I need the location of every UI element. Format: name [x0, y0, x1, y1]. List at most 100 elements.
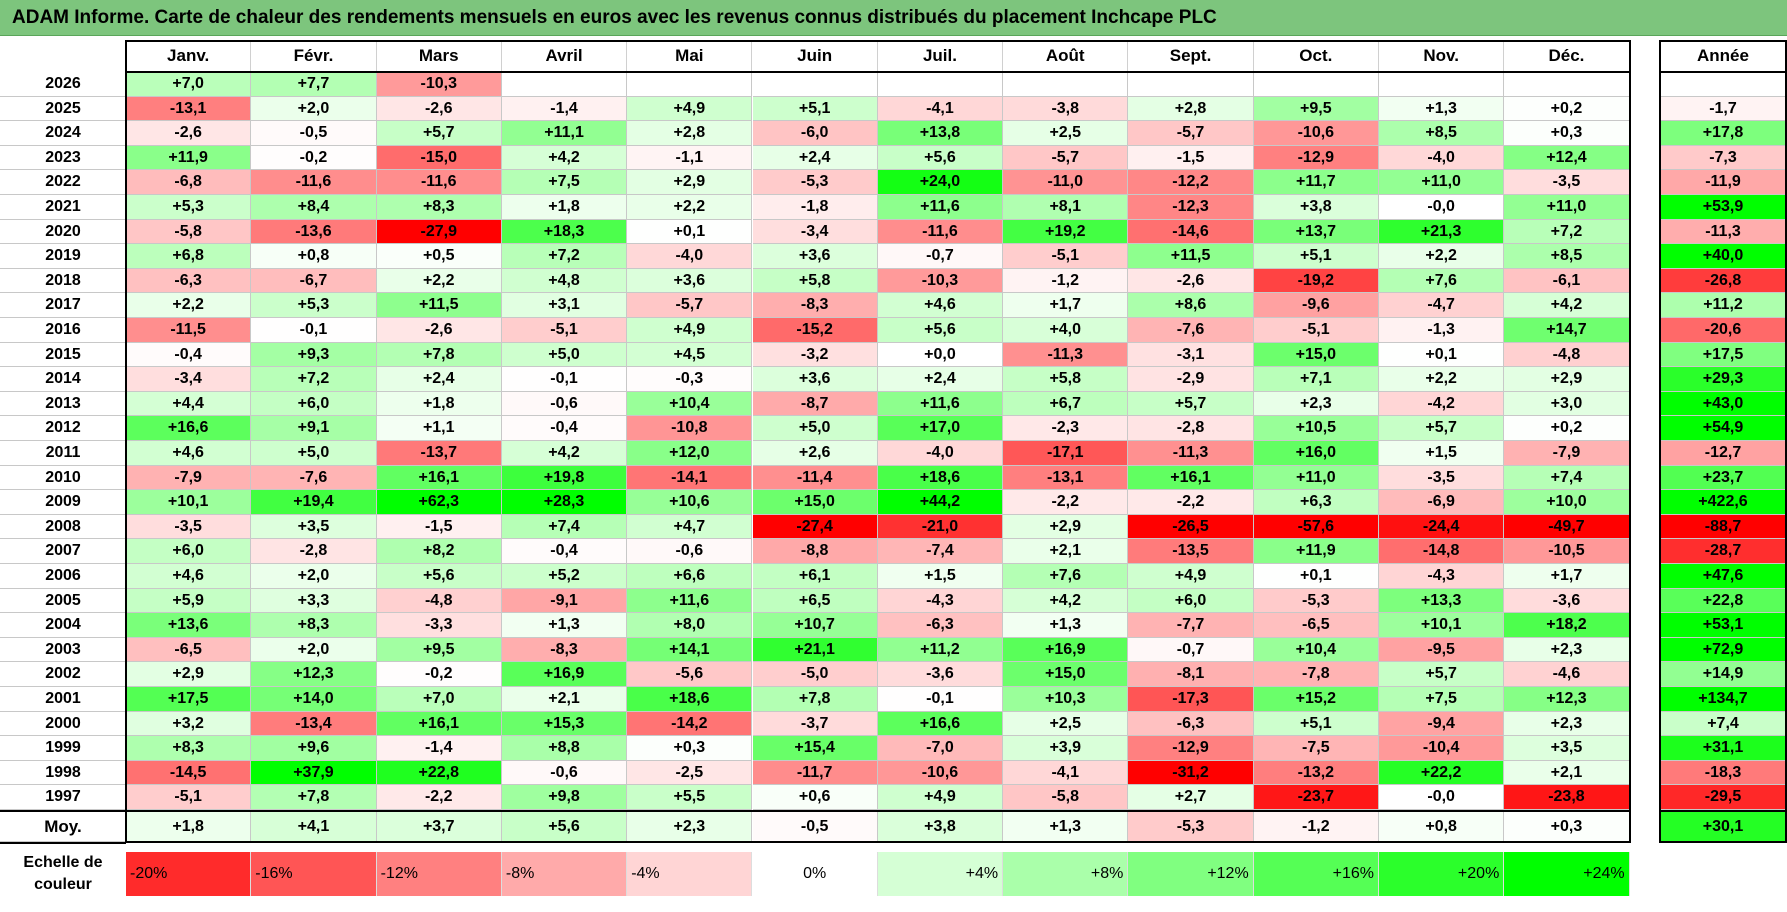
heatmap-cell: +5,2	[501, 564, 628, 589]
heatmap-cell: +8,3	[126, 736, 252, 761]
heatmap-cell: -3,3	[376, 613, 502, 638]
heatmap-cell: +2,3	[1504, 711, 1630, 737]
heatmap-cell: +11,6	[877, 195, 1004, 220]
heatmap-cell: +16,1	[1128, 465, 1254, 491]
heatmap-cell: +2,2	[126, 293, 252, 318]
heatmap-cell: -15,2	[752, 318, 878, 343]
heatmap-cell: +4,0	[1003, 318, 1129, 343]
heatmap-cell: +11,9	[126, 145, 252, 171]
heatmap-cell: -0,7	[877, 244, 1004, 269]
heatmap-cell: -9,6	[1253, 293, 1379, 318]
heatmap-cell: -11,3	[1003, 342, 1129, 368]
heatmap-cell: +13,6	[126, 613, 252, 638]
heatmap-cell: +5,1	[752, 96, 878, 122]
heatmap-cell: +2,4	[752, 145, 878, 171]
heatmap-cell: -5,1	[501, 318, 628, 343]
year-total-cell: +23,7	[1660, 465, 1787, 491]
heatmap-cell	[1379, 72, 1505, 97]
heatmap-cell: +6,6	[627, 564, 753, 589]
heatmap-cell: +5,8	[752, 268, 878, 294]
month-header-11: Nov.	[1379, 40, 1505, 72]
heatmap-cell: +5,9	[126, 588, 252, 614]
color-scale-swatch: -20%	[126, 852, 252, 896]
heatmap-cell: +2,0	[251, 96, 377, 122]
heatmap-cell: +5,8	[1003, 367, 1129, 392]
heatmap-cell: -13,4	[251, 711, 377, 737]
heatmap-cell: -3,5	[1379, 465, 1505, 491]
heatmap-cell: +21,1	[752, 637, 878, 663]
heatmap-cell: -0,1	[501, 367, 628, 392]
year-total-cell: -1,7	[1660, 96, 1787, 122]
heatmap-cell: -7,0	[877, 736, 1004, 761]
year-total-cell: +43,0	[1660, 391, 1787, 417]
color-scale-swatch: +20%	[1379, 852, 1505, 896]
heatmap-cell: +4,9	[627, 318, 753, 343]
heatmap-cell: -4,3	[1379, 564, 1505, 589]
report-title: ADAM Informe. Carte de chaleur des rende…	[0, 0, 1787, 36]
heatmap-cell: +4,9	[1128, 564, 1254, 589]
row-year-label: 1998	[0, 760, 126, 786]
heatmap-cell: +16,0	[1253, 441, 1379, 466]
year-total-cell: -26,8	[1660, 268, 1787, 294]
heatmap-cell: -3,4	[126, 367, 252, 392]
year-total-cell: +72,9	[1660, 637, 1787, 663]
heatmap-cell: +16,6	[877, 711, 1004, 737]
year-total-cell: +31,1	[1660, 736, 1787, 761]
heatmap-cell: -0,2	[376, 662, 502, 687]
heatmap-cell: +7,4	[501, 514, 628, 540]
heatmap-cell: -5,7	[627, 293, 753, 318]
heatmap-cell: -21,0	[877, 514, 1004, 540]
heatmap-cell: +11,5	[1128, 244, 1254, 269]
heatmap-cell: -5,3	[752, 170, 878, 195]
year-total-cell: -29,5	[1660, 785, 1787, 810]
average-cell: -1,2	[1253, 812, 1379, 842]
heatmap-cell: +9,8	[501, 785, 628, 810]
month-header-2: Févr.	[251, 40, 377, 72]
heatmap-cell: +2,1	[501, 687, 628, 712]
heatmap-cell: -11,4	[752, 465, 878, 491]
heatmap-cell: -9,1	[501, 588, 628, 614]
row-year-label: 2003	[0, 637, 126, 663]
heatmap-cell: +0,1	[1379, 342, 1505, 368]
heatmap-cell: +3,1	[501, 293, 628, 318]
heatmap-cell: -2,2	[1003, 490, 1129, 515]
heatmap-cell: +5,7	[1128, 391, 1254, 417]
heatmap-cell: +3,5	[1504, 736, 1630, 761]
heatmap-cell: -0,6	[501, 760, 628, 786]
heatmap-cell: +22,8	[376, 760, 502, 786]
month-header-9: Sept.	[1128, 40, 1254, 72]
heatmap-cell: +11,0	[1253, 465, 1379, 491]
row-year-label: 2025	[0, 96, 126, 122]
heatmap-cell: -4,0	[877, 441, 1004, 466]
year-total-header: Année	[1660, 40, 1787, 72]
heatmap-cell: -7,6	[1128, 318, 1254, 343]
heatmap-cell: +7,1	[1253, 367, 1379, 392]
heatmap-cell: +3,8	[1253, 195, 1379, 220]
heatmap-cell: -5,1	[1253, 318, 1379, 343]
heatmap-cell: +15,4	[752, 736, 878, 761]
heatmap-cell: +6,0	[1128, 588, 1254, 614]
heatmap-cell: +14,0	[251, 687, 377, 712]
heatmap-cell: -7,7	[1128, 613, 1254, 638]
row-year-label: 2013	[0, 391, 126, 417]
heatmap-cell: +4,5	[627, 342, 753, 368]
color-scale-swatch: +4%	[877, 852, 1004, 896]
heatmap-cell: +14,7	[1504, 318, 1630, 343]
heatmap-cell: +7,6	[1003, 564, 1129, 589]
heatmap-cell: +1,1	[376, 416, 502, 441]
heatmap-cell: -5,8	[126, 219, 252, 245]
heatmap-cell: +5,3	[126, 195, 252, 220]
row-year-label: 2000	[0, 711, 126, 737]
year-total-cell: -18,3	[1660, 760, 1787, 786]
heatmap-cell: -12,2	[1128, 170, 1254, 195]
heatmap-cell: +10,1	[126, 490, 252, 515]
heatmap-cell: -11,7	[752, 760, 878, 786]
heatmap-cell: -10,6	[877, 760, 1004, 786]
heatmap-cell: +11,0	[1379, 170, 1505, 195]
average-cell: +1,8	[126, 812, 252, 842]
heatmap-cell: -11,6	[877, 219, 1004, 245]
heatmap-cell: -4,3	[877, 588, 1004, 614]
row-year-label: 2022	[0, 170, 126, 195]
row-year-label: 2014	[0, 367, 126, 392]
heatmap-cell: +1,3	[1379, 96, 1505, 122]
